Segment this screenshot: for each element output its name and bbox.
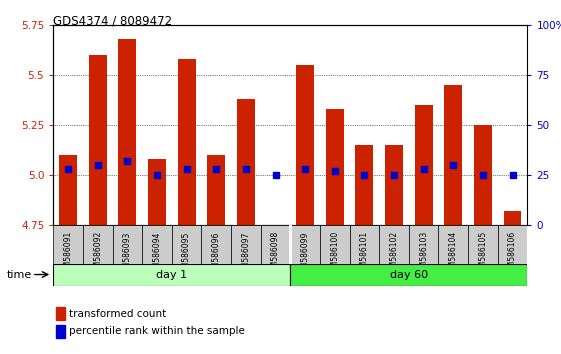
Text: GSM586095: GSM586095 xyxy=(182,231,191,278)
Text: GSM586104: GSM586104 xyxy=(449,231,458,278)
FancyBboxPatch shape xyxy=(53,264,290,286)
FancyBboxPatch shape xyxy=(379,225,409,264)
Bar xyxy=(237,99,255,225)
FancyBboxPatch shape xyxy=(320,225,350,264)
Bar xyxy=(474,125,492,225)
FancyBboxPatch shape xyxy=(83,225,113,264)
FancyBboxPatch shape xyxy=(172,225,201,264)
Text: percentile rank within the sample: percentile rank within the sample xyxy=(69,326,245,336)
Text: GDS4374 / 8089472: GDS4374 / 8089472 xyxy=(53,14,172,27)
Text: GSM586101: GSM586101 xyxy=(360,231,369,277)
FancyBboxPatch shape xyxy=(409,225,439,264)
Bar xyxy=(118,39,136,225)
Bar xyxy=(415,105,433,225)
Bar xyxy=(89,55,107,225)
Text: GSM586102: GSM586102 xyxy=(389,231,398,277)
Bar xyxy=(178,59,195,225)
Bar xyxy=(356,145,373,225)
Text: GSM586091: GSM586091 xyxy=(63,231,72,278)
Bar xyxy=(504,211,521,225)
Bar xyxy=(266,225,284,251)
Text: GSM586099: GSM586099 xyxy=(301,231,310,278)
FancyBboxPatch shape xyxy=(142,225,172,264)
FancyBboxPatch shape xyxy=(201,225,231,264)
Text: GSM586093: GSM586093 xyxy=(123,231,132,278)
Text: GSM586096: GSM586096 xyxy=(211,231,220,278)
Text: day 60: day 60 xyxy=(390,270,428,280)
FancyBboxPatch shape xyxy=(113,225,142,264)
Text: time: time xyxy=(7,270,32,280)
Bar xyxy=(59,155,77,225)
Text: GSM586103: GSM586103 xyxy=(419,231,428,278)
Text: transformed count: transformed count xyxy=(69,309,166,319)
FancyBboxPatch shape xyxy=(53,225,83,264)
Bar xyxy=(326,109,344,225)
Bar xyxy=(56,325,66,338)
FancyBboxPatch shape xyxy=(290,225,320,264)
Bar xyxy=(296,65,314,225)
Bar xyxy=(444,85,462,225)
FancyBboxPatch shape xyxy=(498,225,527,264)
Bar xyxy=(385,145,403,225)
Bar xyxy=(56,307,66,320)
FancyBboxPatch shape xyxy=(468,225,498,264)
FancyBboxPatch shape xyxy=(439,225,468,264)
Bar xyxy=(148,159,166,225)
FancyBboxPatch shape xyxy=(261,225,290,264)
Text: GSM586098: GSM586098 xyxy=(271,231,280,278)
Text: GSM586100: GSM586100 xyxy=(330,231,339,278)
Text: GSM586106: GSM586106 xyxy=(508,231,517,278)
Text: GSM586092: GSM586092 xyxy=(93,231,102,278)
FancyBboxPatch shape xyxy=(350,225,379,264)
Text: GSM586105: GSM586105 xyxy=(479,231,488,278)
FancyBboxPatch shape xyxy=(231,225,261,264)
Text: GSM586094: GSM586094 xyxy=(153,231,162,278)
Text: GSM586097: GSM586097 xyxy=(241,231,250,278)
Bar xyxy=(208,155,225,225)
FancyBboxPatch shape xyxy=(290,264,527,286)
Text: day 1: day 1 xyxy=(157,270,187,280)
